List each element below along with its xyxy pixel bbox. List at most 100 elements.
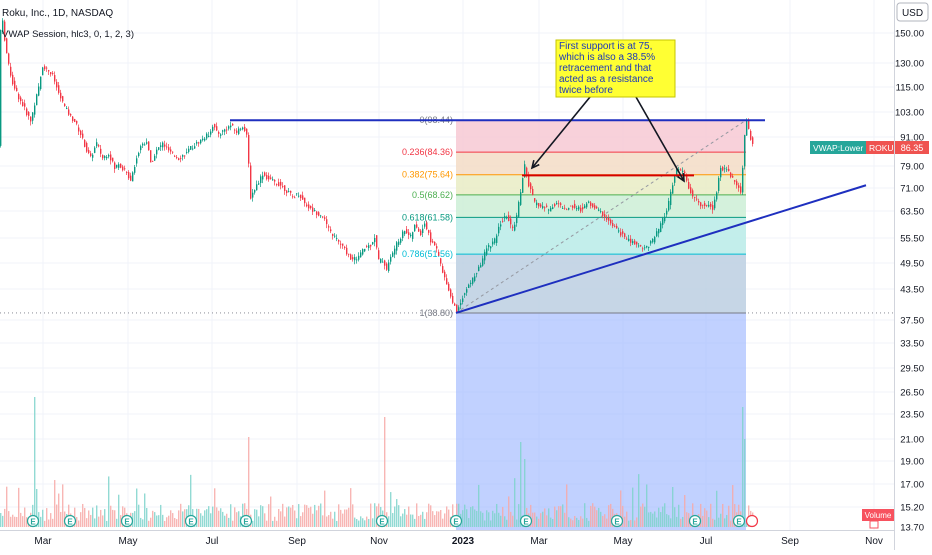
earnings-marker-label: E — [30, 518, 36, 527]
volume-bar — [342, 513, 344, 527]
volume-bar — [462, 510, 464, 527]
price-tick-label: 91.00 — [900, 133, 924, 144]
candle-body — [478, 266, 480, 272]
volume-bar — [566, 484, 568, 527]
volume-bar — [594, 506, 596, 527]
time-tick-label: May — [119, 536, 138, 547]
candle-body — [568, 207, 570, 210]
volume-bar — [96, 505, 98, 527]
volume-bar — [78, 520, 80, 527]
symbol-title[interactable]: Roku, Inc., 1D, NASDAQ — [2, 8, 113, 19]
candle-body — [638, 245, 640, 247]
volume-bar — [544, 508, 546, 527]
volume-bar — [502, 506, 504, 527]
candle-body — [228, 126, 230, 129]
candle-body — [738, 185, 740, 188]
candle-body — [710, 203, 712, 207]
volume-bar — [742, 407, 744, 527]
volume-bar — [572, 520, 574, 527]
volume-bar — [346, 509, 348, 527]
candle-body — [576, 208, 578, 210]
volume-bar — [152, 510, 154, 527]
candle-body — [616, 225, 618, 229]
time-axis[interactable]: Mar May Jul Sep Nov 2023 Mar May Jul Sep Nov — [34, 536, 883, 547]
candle-body — [186, 152, 188, 153]
volume-bar — [634, 520, 636, 527]
volume-bar — [734, 504, 736, 527]
volume-bar — [306, 505, 308, 527]
volume-bar — [116, 518, 118, 527]
candle-body — [428, 230, 430, 233]
volume-bar — [168, 515, 170, 527]
volume-bar — [624, 516, 626, 527]
candle-body — [518, 202, 520, 217]
volume-bar — [302, 512, 304, 527]
candle-body — [38, 86, 40, 96]
candle-body — [334, 235, 336, 237]
volume-bar — [434, 515, 436, 527]
candle-body — [490, 246, 492, 249]
volume-bar — [620, 490, 622, 527]
candle-body — [636, 241, 638, 245]
candle-body — [304, 197, 306, 204]
candle-body — [356, 259, 358, 261]
volume-bar — [44, 520, 46, 527]
fib-band — [456, 254, 746, 313]
price-axis[interactable]: 150.00 130.00 115.00 103.00 91.00 79.00 71.00 6… — [895, 29, 924, 534]
time-tick-label: Sep — [288, 536, 306, 547]
volume-bar — [712, 518, 714, 527]
candle-body — [198, 142, 200, 144]
volume-bar — [286, 507, 288, 527]
volume-bar — [276, 520, 278, 527]
candle-body — [258, 183, 260, 185]
price-tick-label: 49.50 — [900, 259, 924, 270]
candle-body — [98, 145, 100, 147]
candle-body — [724, 168, 726, 170]
fib-retracement[interactable]: 0(98.44)0.236(84.36)0.382(75.64)0.5(68.6… — [0, 115, 894, 530]
annotation-box[interactable] — [555, 39, 676, 98]
currency-box[interactable] — [896, 2, 929, 22]
candle-body — [174, 155, 176, 157]
candle-body — [474, 276, 476, 281]
candle-body — [726, 169, 728, 171]
candle-body — [332, 233, 334, 236]
volume-bar — [62, 484, 64, 527]
candle-body — [590, 202, 592, 206]
candle-body — [464, 293, 466, 295]
candle-body — [708, 204, 710, 207]
volume-bar — [204, 510, 206, 527]
candle-body — [314, 210, 316, 212]
volume-bar — [642, 503, 644, 527]
candle-body — [644, 247, 646, 249]
volume-bar — [564, 512, 566, 527]
candle-body — [640, 245, 642, 247]
earnings-marker-label: E — [523, 518, 529, 527]
candle-body — [96, 142, 98, 147]
candle-body — [488, 245, 490, 248]
candle-body — [436, 246, 438, 249]
price-tick-label: 13.70 — [900, 523, 924, 534]
currency-label[interactable]: USD — [902, 8, 923, 19]
candle-body — [482, 258, 484, 266]
volume-bar — [700, 503, 702, 527]
earnings-marker-label: E — [243, 518, 249, 527]
volume-bar — [362, 518, 364, 527]
candle-body — [686, 174, 688, 181]
earnings-marker-label: E — [736, 518, 742, 527]
volume-bar — [550, 517, 552, 527]
earnings-marker — [184, 514, 198, 528]
volume-bar — [284, 516, 286, 527]
drawing-layer[interactable] — [230, 96, 867, 314]
candle-body — [42, 67, 44, 76]
indicator-legend[interactable]: VWAP Session, hlc3, 0, 1, 2, 3) — [2, 29, 134, 40]
candle-body — [588, 201, 590, 203]
volume-bar — [54, 480, 56, 527]
candle-body — [114, 162, 116, 169]
volume-bar — [260, 505, 262, 527]
volume-bar — [80, 512, 82, 527]
candle-body — [388, 262, 390, 271]
candle-body — [532, 188, 534, 195]
candle-body — [182, 154, 184, 157]
volume-bar — [654, 511, 656, 527]
